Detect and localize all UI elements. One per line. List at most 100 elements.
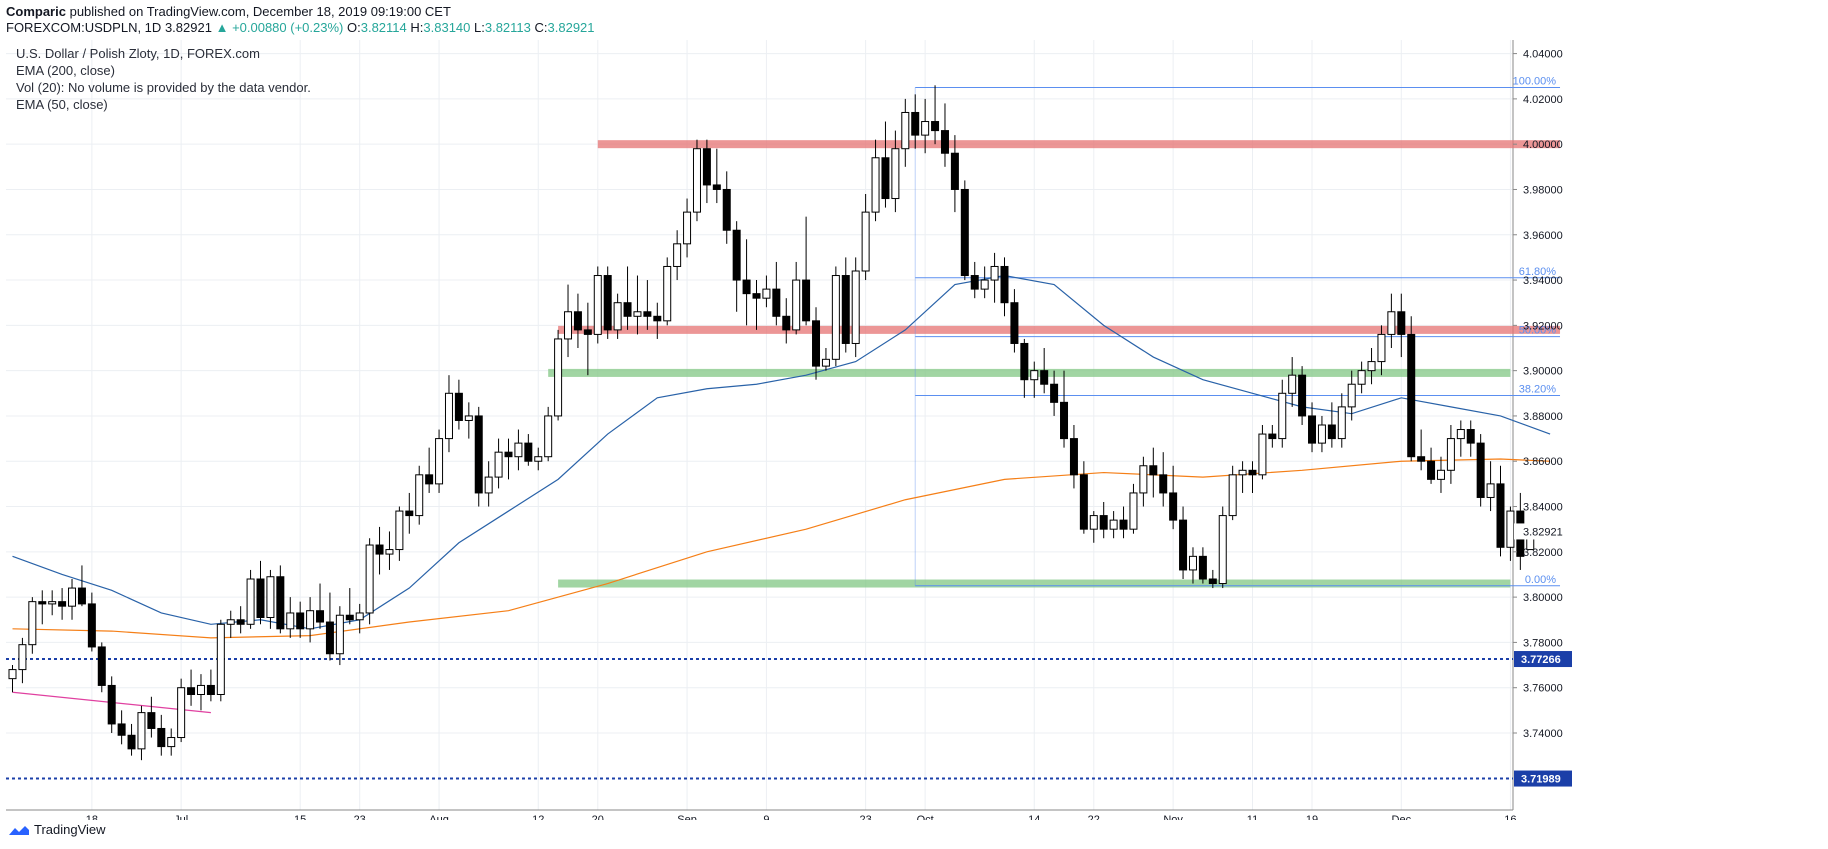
candle-body	[1030, 370, 1039, 381]
footer-brand[interactable]: TradingView	[8, 822, 106, 837]
candle-body	[593, 275, 602, 335]
candle-body	[752, 293, 761, 299]
candle-body	[613, 302, 622, 331]
open-value: 3.82114	[360, 20, 407, 35]
x-tick-label: 23	[354, 814, 366, 820]
chart-area[interactable]: 100.00% 61.80% 50.00% 38.20% 0.00% 3.77266 3.7…	[0, 40, 1828, 820]
candle-body	[435, 438, 444, 485]
candle-body	[117, 723, 126, 736]
y-tick-label: 3.98000	[1523, 184, 1563, 196]
fib-level-label: 50.00%	[1519, 325, 1557, 337]
y-tick-label: 4.02000	[1523, 94, 1563, 106]
candle-body	[1417, 456, 1426, 462]
horizontal-level-tag	[1514, 651, 1572, 668]
x-tick-label: 9	[763, 814, 769, 820]
candle-body	[196, 684, 205, 695]
candle-body	[177, 687, 186, 739]
candle-body	[534, 456, 543, 462]
candle-body	[1089, 515, 1098, 530]
price-chart[interactable]: 100.00% 61.80% 50.00% 38.20% 0.00% 3.77266 3.7…	[0, 40, 1828, 820]
footer-brand-label: TradingView	[34, 822, 106, 837]
candle-body	[68, 587, 77, 607]
candle-body	[564, 311, 573, 340]
publisher-line: Comparic published on TradingView.com, D…	[6, 4, 451, 19]
ema50-line	[12, 274, 1551, 630]
candle-body	[415, 474, 424, 517]
candle-body	[980, 279, 989, 290]
x-tick-label: Aug	[429, 814, 449, 820]
candle-body	[1278, 392, 1287, 440]
close-value: 3.82921	[547, 20, 595, 35]
support-zone	[548, 368, 1511, 377]
candle-body	[1129, 492, 1138, 530]
x-tick-label: 23	[859, 814, 871, 820]
candle-body	[1060, 401, 1069, 440]
candle-body	[782, 315, 791, 331]
candle-body	[296, 612, 305, 630]
x-tick-label: 11	[1247, 814, 1258, 820]
legend-ema200[interactable]: EMA (200, close)	[16, 63, 115, 78]
candle-body	[821, 358, 830, 367]
candle-body	[1139, 465, 1148, 494]
legend-volume[interactable]: Vol (20): No volume is provided by the d…	[16, 80, 311, 95]
candle-body	[385, 549, 394, 555]
candle-body	[316, 610, 325, 623]
candle-body	[286, 612, 295, 630]
candle-body	[742, 279, 751, 295]
candle-body	[147, 712, 156, 729]
candle-body	[772, 288, 781, 317]
candle-body	[1466, 429, 1475, 444]
candle-body	[1040, 370, 1049, 385]
y-tick-label: 3.84000	[1523, 502, 1563, 514]
candle-body	[732, 229, 741, 281]
candle-body	[514, 442, 523, 458]
high-value: 3.83140	[423, 20, 471, 35]
last-price: 3.82921	[164, 20, 212, 35]
candle-body	[1159, 474, 1168, 494]
candle-body	[157, 727, 166, 748]
candle-body	[48, 601, 57, 605]
candle-body	[87, 603, 96, 648]
candle-body	[1198, 555, 1207, 580]
candle-body	[345, 614, 354, 621]
candle-body	[1050, 383, 1059, 403]
candle-body	[1020, 342, 1029, 381]
high-label: H:	[410, 20, 424, 35]
candle-body	[484, 476, 493, 494]
x-tick-label: Sep	[677, 814, 697, 820]
y-tick-label: 4.04000	[1523, 49, 1563, 61]
candle-body	[335, 614, 344, 655]
candle-body	[504, 451, 513, 458]
publisher-name[interactable]: Comparic	[6, 4, 66, 19]
x-tick-label: 19	[1306, 814, 1318, 820]
candle-body	[464, 415, 473, 421]
candle-body	[544, 415, 553, 458]
candle-body	[1367, 361, 1376, 372]
candle-body	[623, 302, 632, 317]
candle-body	[1000, 265, 1009, 304]
candle-body	[1317, 424, 1326, 444]
horizontal-level-tag	[1514, 770, 1572, 787]
candle-body	[950, 152, 959, 190]
candle-body	[881, 157, 890, 200]
horizontal-level-label: 3.77266	[1521, 654, 1561, 666]
candle-body	[1099, 515, 1108, 530]
candle-body	[77, 587, 86, 605]
candle-body	[1288, 374, 1297, 394]
y-tick-label: 3.94000	[1523, 275, 1563, 287]
candle-body	[1506, 510, 1515, 548]
x-tick-label: Nov	[1163, 814, 1183, 820]
legend-ema50[interactable]: EMA (50, close)	[16, 97, 108, 112]
candle-body	[1179, 519, 1188, 571]
candle-body	[673, 243, 682, 267]
fib-level-label: 0.00%	[1525, 574, 1556, 586]
candle-body	[226, 619, 235, 625]
candle-body	[643, 311, 652, 317]
legend-title: U.S. Dollar / Polish Zloty, 1D, FOREX.co…	[16, 46, 260, 61]
x-tick-label: Dec	[1392, 814, 1412, 820]
candle-body	[1109, 519, 1118, 530]
candle-body	[1169, 492, 1178, 521]
candle-body	[712, 184, 721, 190]
candle-body	[990, 265, 999, 281]
candle-body	[276, 576, 285, 630]
